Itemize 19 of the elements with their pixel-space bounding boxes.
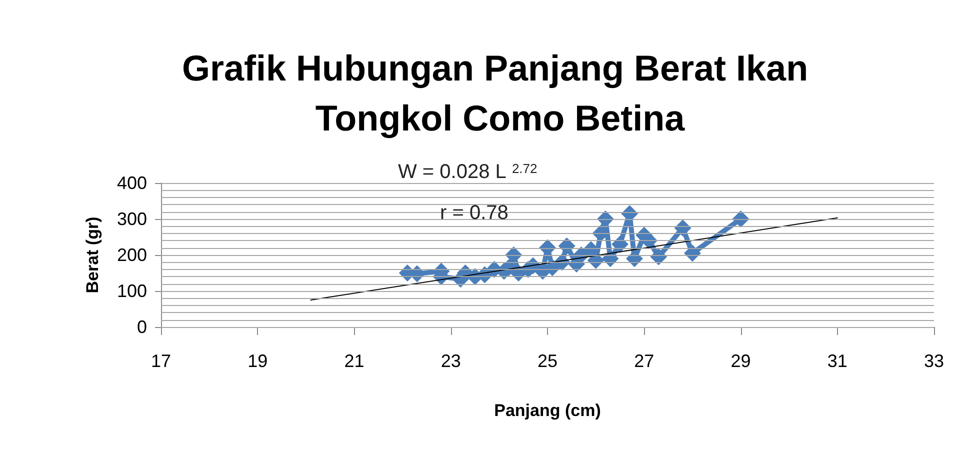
x-tick-label: 25 bbox=[537, 351, 558, 371]
x-tick-label: 31 bbox=[827, 351, 848, 371]
x-tick-label: 27 bbox=[634, 351, 654, 371]
y-tick-label: 300 bbox=[116, 209, 147, 229]
x-tick-label: 29 bbox=[730, 351, 751, 371]
x-tick-label: 23 bbox=[440, 351, 461, 371]
chart-title: Grafik Hubungan Panjang Berat Ikan Tongkol Como Betina bbox=[182, 48, 818, 138]
y-tick-label: 400 bbox=[116, 173, 147, 193]
y-tick-label: 0 bbox=[136, 317, 147, 337]
x-tick-label: 33 bbox=[924, 351, 944, 371]
x-tick-label: 17 bbox=[150, 351, 172, 371]
x-axis-title: Panjang (cm) bbox=[494, 401, 601, 420]
x-tick-label: 21 bbox=[344, 351, 364, 371]
annotation: r = 0.78 bbox=[440, 202, 508, 224]
y-tick-label: 200 bbox=[116, 245, 147, 265]
x-tick-label: 19 bbox=[248, 351, 268, 371]
y-tick-label: 100 bbox=[116, 281, 147, 301]
text: W = 0.028 L 2.72 bbox=[398, 161, 538, 183]
y-axis-title: Berat (gr) bbox=[83, 216, 102, 294]
